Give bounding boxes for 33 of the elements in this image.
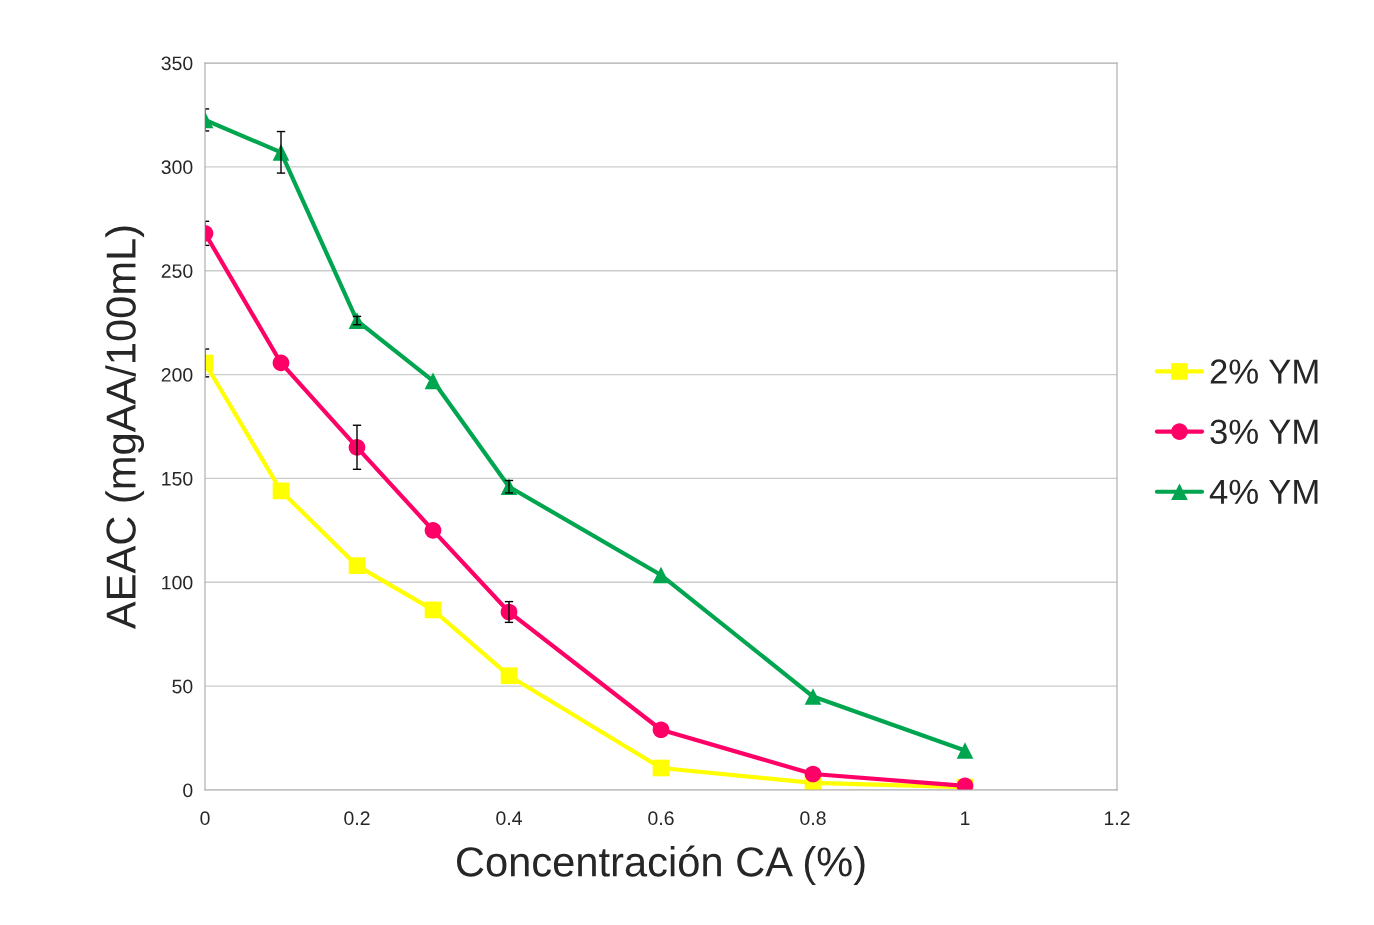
y-tick-label: 150 — [162, 471, 193, 486]
x-tick-label: 1 — [961, 811, 970, 825]
point — [652, 721, 670, 739]
point — [956, 742, 974, 759]
point — [804, 765, 822, 783]
point — [424, 372, 442, 390]
y-tick-label: 100 — [162, 575, 193, 590]
x-tick-label: 0 — [200, 811, 210, 826]
point — [272, 482, 290, 500]
y-tick-label: 200 — [161, 368, 193, 382]
x-axis-title: Concentración CA (%) — [457, 845, 865, 885]
x-tick-label: 0.4 — [496, 811, 522, 826]
x-tick-label: 1.2 — [1104, 811, 1130, 825]
point — [424, 601, 442, 619]
y-tick-label: 250 — [161, 264, 193, 278]
y-tick-label: 300 — [161, 160, 193, 175]
y-tick-label: 50 — [172, 679, 193, 694]
y-tick-label: 0 — [183, 783, 193, 798]
legend-label: 3% YM — [1210, 419, 1318, 445]
x-tick-label: 0.8 — [800, 811, 826, 826]
point — [500, 667, 518, 685]
point — [652, 566, 670, 584]
legend-label: 2% YM — [1210, 359, 1318, 384]
point — [652, 759, 670, 777]
point — [348, 557, 366, 574]
x-tick-label: 0.6 — [648, 811, 674, 826]
legend-label: 4% YM — [1209, 479, 1318, 505]
point — [424, 522, 442, 539]
x-tick-label: 0.2 — [344, 811, 370, 826]
point — [804, 688, 822, 705]
point — [272, 354, 290, 372]
y-axis-title: AEAC (mgAA/100mL) — [105, 226, 145, 630]
y-tick-label: 350 — [161, 56, 193, 71]
